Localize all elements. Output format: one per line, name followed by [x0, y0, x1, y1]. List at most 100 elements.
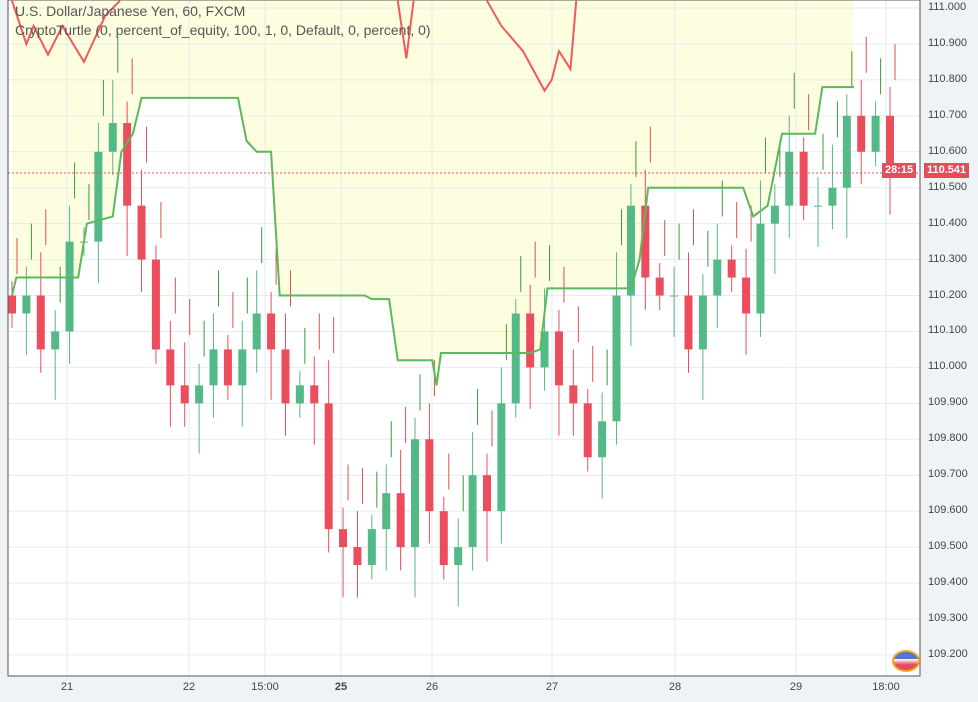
candle-body [641, 205, 650, 278]
candle-body [324, 403, 333, 530]
equity-line [486, 0, 578, 93]
candle-body [382, 493, 391, 530]
candle-body [209, 349, 218, 386]
candle-body [8, 295, 16, 314]
price-label: 109.600 [928, 504, 968, 517]
candle-body [108, 123, 117, 152]
candle-body [828, 187, 837, 206]
time-label: 21 [60, 681, 74, 693]
price-label: 110.300 [928, 252, 967, 265]
candle-body [799, 151, 808, 206]
candle-body [396, 493, 405, 548]
candle-body [598, 421, 607, 458]
candle-body [814, 205, 823, 207]
candle-body [526, 313, 535, 368]
candle-body [482, 475, 491, 512]
candle-body [94, 151, 103, 242]
price-label: 110.000 [928, 360, 967, 373]
candle-body [785, 151, 794, 206]
candle-body [223, 349, 232, 386]
time-label: 29 [789, 681, 803, 693]
candle-body [871, 115, 880, 152]
candle-body [497, 403, 506, 512]
candle-body [684, 295, 693, 350]
candle-body [698, 295, 707, 350]
price-label: 109.500 [928, 540, 968, 553]
candle-body [151, 259, 160, 350]
candle-body [367, 529, 376, 566]
price-label: 110.600 [928, 144, 967, 157]
price-label: 110.800 [928, 72, 967, 85]
candle-body [612, 295, 621, 422]
countdown-tag: 28:15 [882, 163, 917, 178]
candle-body [727, 259, 736, 278]
price-label: 109.900 [928, 396, 968, 409]
candle-body [655, 277, 664, 296]
price-label: 110.100 [928, 324, 967, 337]
candle-body [425, 439, 434, 512]
candle-body [238, 349, 247, 386]
symbol-legend: U.S. Dollar/Japanese Yen, 60, FXCM [15, 3, 246, 19]
candle-body [670, 295, 679, 297]
price-label: 109.300 [928, 611, 968, 624]
candle-body [886, 115, 894, 174]
candle-body [339, 529, 348, 548]
time-label: 28 [668, 681, 682, 693]
flag-icon[interactable] [892, 650, 920, 672]
candle-body [36, 295, 45, 350]
equity-line [396, 0, 415, 59]
candle-body [180, 385, 189, 404]
candle-body [137, 205, 146, 260]
candle-body [756, 223, 765, 314]
price-label: 109.700 [928, 468, 968, 481]
candle-body [857, 115, 866, 152]
price-label: 110.700 [928, 108, 967, 121]
candle-body [65, 241, 74, 332]
turtle-line [11, 86, 855, 386]
price-label: 111.000 [928, 1, 967, 13]
candle-body [310, 385, 319, 404]
price-label: 109.200 [928, 647, 968, 660]
candle-body [123, 123, 132, 206]
price-label: 110.500 [928, 180, 967, 193]
candle-body [626, 205, 635, 296]
candle-body [569, 385, 578, 404]
time-label: 18:00 [872, 681, 900, 693]
time-label: 27 [545, 681, 559, 693]
price-label: 110.900 [928, 36, 967, 49]
candle-body [353, 547, 362, 566]
candle-body [842, 115, 851, 188]
time-label: 22 [182, 681, 196, 693]
price-label: 109.800 [928, 432, 968, 445]
candle-body [583, 403, 592, 458]
time-label: 25 [334, 681, 348, 693]
candle-body [267, 313, 276, 350]
candle-body [22, 295, 31, 314]
last-price-tag: 110.541 [924, 163, 970, 178]
candle-body [195, 385, 204, 404]
candle-body [166, 349, 175, 386]
candle-body [295, 385, 304, 404]
candle-body [51, 331, 60, 350]
price-label: 110.400 [928, 216, 967, 229]
candle-body [468, 475, 477, 548]
candle-body [281, 349, 290, 404]
price-label: 109.400 [928, 576, 968, 589]
time-label: 26 [425, 681, 439, 693]
candle-body [252, 313, 261, 350]
candle-body [511, 313, 520, 404]
candle-body [411, 439, 420, 548]
turtle-fill [12, 0, 855, 386]
candle-body [540, 331, 549, 368]
candle-body [713, 259, 722, 296]
candle-body [770, 205, 779, 224]
candle-body [554, 331, 563, 386]
candle-body [454, 547, 463, 566]
time-label: 15:00 [251, 681, 279, 693]
candle-body [439, 511, 448, 566]
indicator-legend[interactable]: CryptoTurtle (0, percent_of_equity, 100,… [15, 22, 431, 38]
price-label: 110.200 [928, 288, 967, 301]
plot-border [7, 0, 921, 677]
candle-body [742, 277, 751, 314]
